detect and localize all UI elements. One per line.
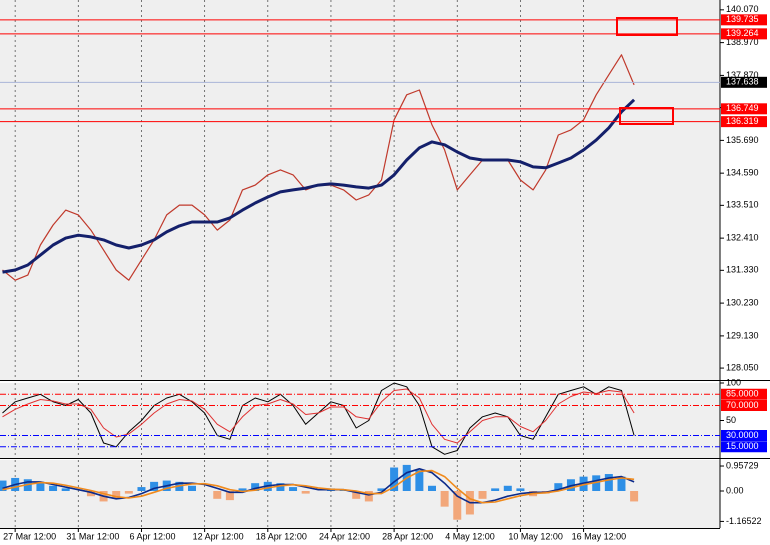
y-tick-label: 138.970 [726,37,759,47]
y-tick-label: 140.070 [726,4,759,14]
histogram-bar [112,490,121,499]
histogram-bar [289,487,298,491]
histogram-bar [225,490,234,501]
level-label-bg [721,388,767,400]
histogram-bar [503,485,512,491]
zone-box [616,17,678,36]
level-label-bg [721,430,767,441]
histogram-bar [301,490,310,494]
y-tick-label: 128.050 [726,362,759,372]
level-label: 137.638 [726,77,759,87]
level-label-bg [721,116,767,128]
level-label-bg [721,14,767,26]
level-label-bg [721,103,767,115]
series-line [2,468,635,504]
y-tick-label: 137.870 [726,70,759,80]
histogram-bar [453,490,462,520]
level-label: 70.0000 [726,400,759,410]
histogram-bar [238,488,247,491]
histogram-bar [428,485,436,491]
level-label-bg [721,400,767,411]
x-tick-label: 28 Apr 12:00 [382,531,433,541]
histogram-bar [86,490,95,497]
y-tick-label: 130.230 [726,297,759,307]
histogram-bar [630,490,639,502]
histogram-bar [364,490,373,502]
zone-box [619,107,674,125]
histogram-bar [516,488,525,491]
histogram-bar [554,483,563,491]
histogram-bar [617,476,626,491]
series-line [2,469,635,504]
x-tick-label: 31 Mar 12:00 [66,531,119,541]
histogram-bar [36,481,45,491]
histogram-bar [251,483,260,491]
level-label: 136.749 [726,103,759,113]
histogram-bar [604,474,613,491]
x-tick-label: 4 May 12:00 [445,531,495,541]
level-label: 139.735 [726,14,759,24]
y-tick-label: 132.410 [726,233,759,243]
series-line [2,388,635,444]
histogram-bar [137,487,146,491]
price-panel [0,0,720,380]
histogram-bar [124,490,133,494]
level-label-bg [721,441,767,453]
histogram-bar [440,490,449,507]
x-tick-label: 16 May 12:00 [572,531,627,541]
x-tick-label: 12 Apr 12:00 [193,531,244,541]
histogram-bar [188,485,196,491]
level-label-bg [721,28,767,40]
level-label: 85.0000 [726,389,759,399]
y-tick-label: 0.00 [726,485,744,495]
y-tick-label: -1.16522 [726,516,762,526]
y-tick-label: 100 [726,377,741,387]
x-tick-label: 6 Apr 12:00 [129,531,175,541]
level-label-bg [721,76,767,88]
y-tick-label: 134.590 [726,168,759,178]
histogram-bar [491,488,500,491]
histogram-bar [61,488,70,491]
histogram-bar [390,467,399,491]
histogram-bar [213,490,222,499]
level-label: 136.319 [726,116,759,126]
y-tick-label: 135.690 [726,135,759,145]
histogram-bar [150,481,159,491]
histogram-bar [377,488,386,491]
histogram-bar [0,480,7,491]
level-label: 15.0000 [726,441,759,451]
x-tick-label: 24 Apr 12:00 [319,531,370,541]
y-tick-label: 133.510 [726,200,759,210]
oscillator-panel [0,383,720,458]
level-label: 139.264 [726,28,759,38]
histogram-bar [415,470,424,491]
histogram-bar [49,485,58,491]
histogram-bar [352,490,361,499]
plot-layer [0,0,639,528]
x-tick-label: 18 Apr 12:00 [256,531,307,541]
y-tick-label: 129.130 [726,330,759,340]
x-tick-label: 10 May 12:00 [508,531,563,541]
series-line [2,98,636,274]
y-tick-label: 131.330 [726,265,759,275]
level-label: 30.0000 [726,430,759,440]
histogram-bar [478,490,487,499]
y-tick-label: 50 [726,415,736,425]
histogram-bar [276,483,285,491]
y-tick-label: 0.95729 [726,460,759,470]
x-tick-label: 27 Mar 12:00 [3,531,56,541]
